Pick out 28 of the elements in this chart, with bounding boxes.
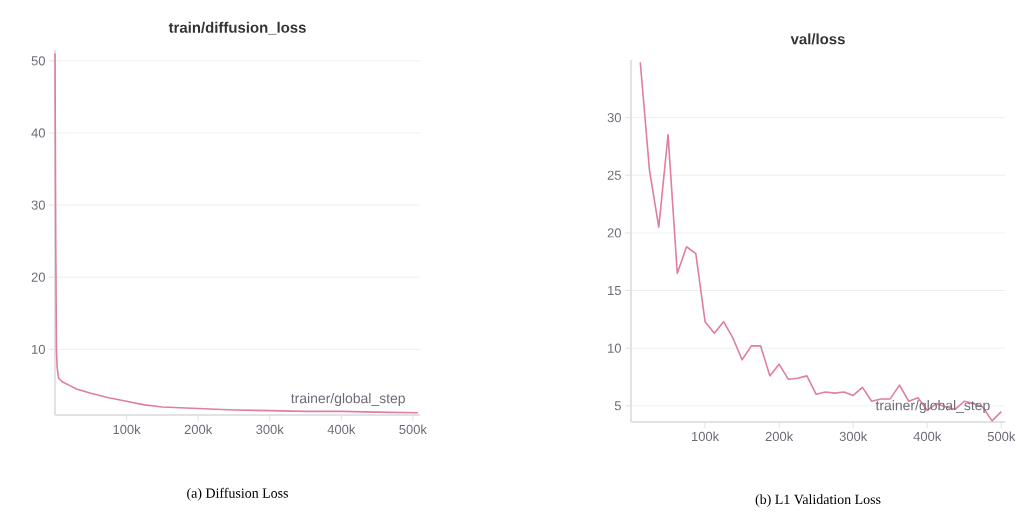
x-tick-label: 400k: [327, 424, 356, 435]
x-tick-label: 200k: [765, 431, 794, 442]
text: (a) Diffusion Loss: [187, 487, 288, 501]
x-tick-label: 200k: [184, 424, 213, 435]
x-tick-label: 100k: [692, 431, 720, 442]
y-tick-label: 20: [31, 272, 45, 282]
x-tick-label: 500k: [987, 431, 1016, 442]
chart-title: train/diffusion_loss: [168, 21, 306, 35]
line-series: [639, 61, 1003, 422]
text: (b) L1 Validation Loss: [755, 494, 881, 507]
x-tick-label: 300k: [256, 424, 284, 435]
y-tick-label: 10: [608, 343, 621, 353]
x-tick-label: 500k: [399, 424, 427, 435]
x-tick-label: 300k: [839, 431, 868, 442]
chart-title: val/loss: [790, 33, 845, 45]
x-axis-title: trainer/global_step: [291, 392, 405, 406]
y-tick-label: 40: [31, 128, 45, 138]
y-tick-label: 25: [607, 170, 621, 180]
line-series: [54, 52, 419, 414]
y-tick-label: 10: [32, 344, 45, 354]
x-tick-label: 400k: [913, 431, 942, 442]
y-tick-label: 30: [31, 200, 45, 210]
y-tick-label: 5: [614, 401, 621, 411]
x-tick-label: 100k: [113, 424, 141, 435]
y-tick-label: 50: [31, 56, 45, 66]
y-tick-label: 20: [607, 228, 621, 238]
y-tick-label: 15: [608, 286, 621, 296]
y-tick-label: 30: [607, 113, 621, 123]
